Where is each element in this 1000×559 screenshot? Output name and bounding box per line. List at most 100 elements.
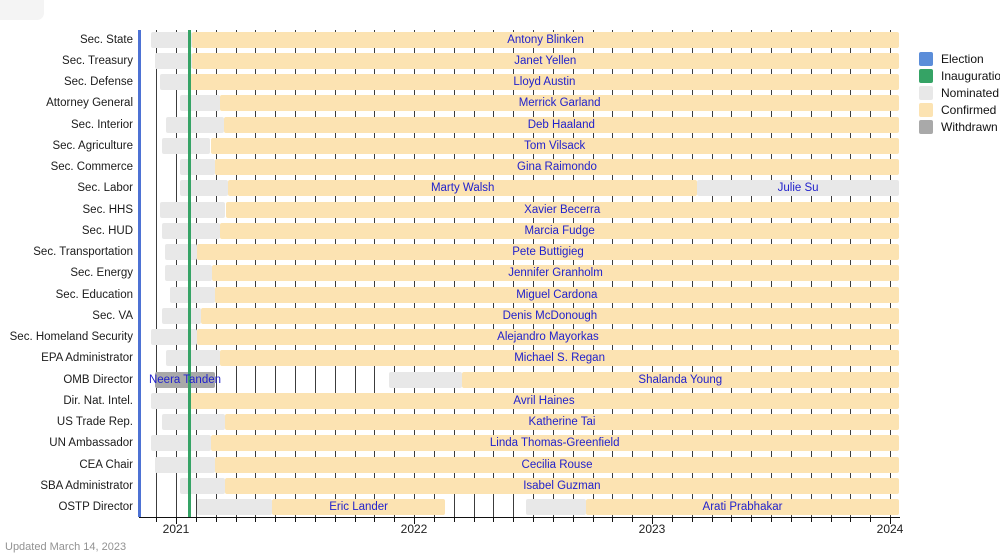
corner-artifact-box <box>0 0 44 20</box>
month-tick <box>533 518 534 522</box>
row-label: Sec. Energy <box>70 267 133 280</box>
bar-segment-nominated <box>179 159 215 175</box>
bar-segment-nominated <box>150 329 197 345</box>
officeholder-name: Tom Vilsack <box>524 139 586 152</box>
legend-label: Withdrawn <box>941 119 998 134</box>
row-label: OMB Director <box>63 373 133 386</box>
bar-segment-nominated <box>150 31 193 48</box>
bar-segment-nominated <box>164 244 197 260</box>
withdrawn-color-swatch <box>919 119 933 134</box>
officeholder-name: Lloyd Austin <box>513 76 576 88</box>
legend-item-inauguration: Inauguration <box>919 67 1000 84</box>
bar-segment-confirmed <box>189 74 899 90</box>
month-tick <box>354 518 356 522</box>
bar-segment-confirmed <box>223 116 899 133</box>
bar-segment-confirmed <box>224 477 899 494</box>
officeholder-name: Marcia Fudge <box>524 224 595 237</box>
row-label: Sec. Defense <box>63 76 133 88</box>
row-label: Sec. HUD <box>81 224 133 237</box>
year-label: 2023 <box>638 522 666 536</box>
month-tick <box>830 518 832 522</box>
month-tick <box>295 518 296 522</box>
confirmed-color-swatch <box>919 102 933 117</box>
officeholder-name: Merrick Garland <box>518 97 601 110</box>
month-tick <box>790 518 792 522</box>
election-line <box>138 30 142 517</box>
row-label: CEA Chair <box>79 458 133 471</box>
bar-segment-confirmed <box>200 307 899 324</box>
year-label: 2024 <box>876 522 904 536</box>
bar-segment-nominated <box>179 95 221 112</box>
legend-item-withdrawn: Withdrawn <box>919 118 1000 135</box>
bar-segment-nominated <box>161 307 201 324</box>
month-tick <box>394 518 396 522</box>
officeholder-name: Isabel Guzman <box>523 479 601 492</box>
updated-note: Updated March 14, 2023 <box>5 541 127 553</box>
month-tick <box>513 518 515 522</box>
bar-segment-nominated <box>166 116 224 133</box>
row-label: Sec. Agriculture <box>52 139 133 152</box>
bar-segment-confirmed <box>220 222 899 239</box>
bar-segment-nominated <box>150 435 211 452</box>
bar-segment-nominated <box>169 286 215 303</box>
legend-item-election: Election <box>919 50 1000 67</box>
officeholder-name: Shalanda Young <box>638 373 723 386</box>
row-label: Sec. Homeland Security <box>9 331 133 343</box>
month-tick <box>671 518 673 522</box>
officeholder-name: Jennifer Granholm <box>508 267 603 280</box>
officeholder-name: Michael S. Regan <box>514 352 605 365</box>
row-label: Sec. HHS <box>82 203 134 216</box>
officeholder-name: Antony Blinken <box>507 33 584 46</box>
month-tick <box>870 518 872 522</box>
month-tick <box>731 518 733 522</box>
officeholder-name: Neera Tanden <box>148 373 222 386</box>
nominated-color-swatch <box>919 85 933 100</box>
bar-segment-nominated <box>150 392 190 409</box>
row-label: Sec. Commerce <box>50 161 133 173</box>
row-label: Sec. VA <box>92 309 133 322</box>
row-label: Attorney General <box>46 97 133 110</box>
officeholder-name: Eric Lander <box>329 501 388 513</box>
bar-segment-confirmed <box>220 95 899 112</box>
bar-segment-confirmed <box>196 329 899 345</box>
row-label: Dir. Nat. Intel. <box>63 394 133 407</box>
x-axis-line <box>139 517 900 518</box>
legend-label: Nominated <box>941 85 1000 100</box>
year-tick <box>652 518 653 524</box>
bar-segment-nominated <box>179 477 225 494</box>
bar-segment-nominated <box>159 201 226 218</box>
bar-segment-confirmed <box>210 137 899 154</box>
month-tick <box>691 518 693 522</box>
legend-item-nominated: Nominated <box>919 84 1000 101</box>
row-label: EPA Administrator <box>41 352 133 365</box>
row-label: Sec. Interior <box>71 118 133 131</box>
legend-label: Election <box>941 51 984 66</box>
bar-segment-confirmed <box>196 244 899 260</box>
year-tick <box>890 518 891 524</box>
officeholder-name: Arati Prabhakar <box>702 501 783 513</box>
month-tick <box>255 518 257 522</box>
election-color-swatch <box>919 51 933 66</box>
bar-segment-confirmed <box>215 159 899 175</box>
bar-segment-nominated <box>179 180 229 197</box>
bar-segment-confirmed <box>220 350 899 367</box>
month-tick <box>156 518 158 522</box>
inauguration-line <box>188 30 192 517</box>
month-tick <box>215 518 217 522</box>
bar-segment-nominated <box>196 499 272 515</box>
bar-segment-confirmed <box>210 435 899 452</box>
row-label: UN Ambassador <box>49 437 133 450</box>
month-tick <box>275 518 277 522</box>
legend: Election Inauguration Nominated Confirme… <box>919 50 1000 135</box>
bar-segment-nominated <box>389 371 462 388</box>
row-label: Sec. Treasury <box>62 54 133 67</box>
officeholder-name: Deb Haaland <box>527 118 595 131</box>
bar-segment-nominated <box>160 74 190 90</box>
legend-item-confirmed: Confirmed <box>919 101 1000 118</box>
bar-segment-confirmed <box>211 265 899 282</box>
bar-segment-confirmed <box>461 371 899 388</box>
month-tick <box>235 518 237 522</box>
legend-label: Confirmed <box>941 102 997 117</box>
bar-segment-confirmed <box>214 286 899 303</box>
bar-segment-confirmed <box>271 499 446 515</box>
